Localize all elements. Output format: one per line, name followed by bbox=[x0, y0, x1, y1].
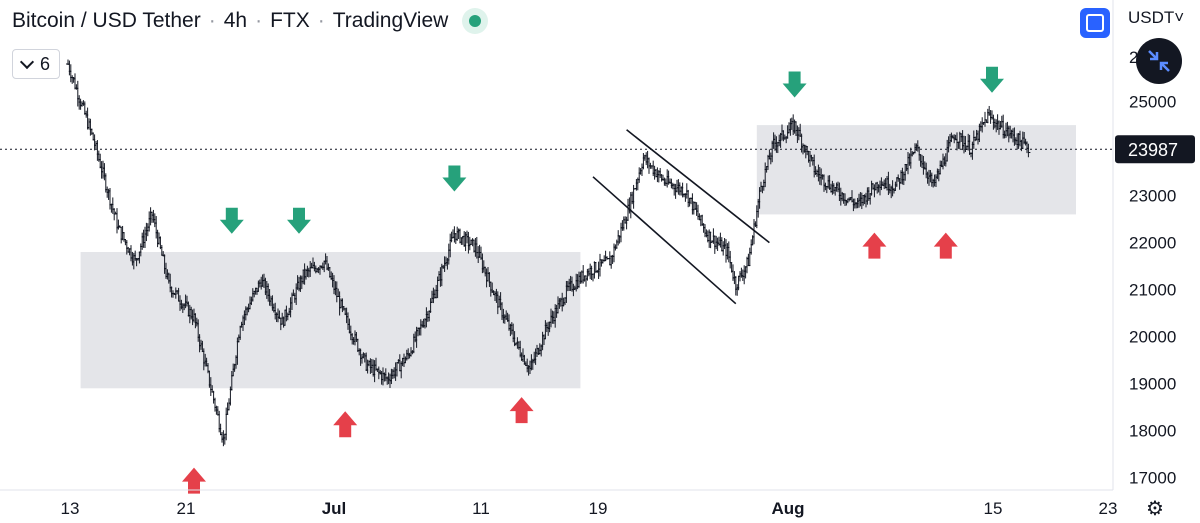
fullscreen-icon[interactable] bbox=[1080, 8, 1110, 38]
x-tick-label: 23 bbox=[1099, 499, 1118, 518]
separator: · bbox=[317, 9, 325, 32]
currency-label: USDT bbox=[1128, 8, 1175, 27]
range-zone bbox=[756, 125, 1076, 215]
down-arrow-icon bbox=[219, 207, 244, 234]
separator: · bbox=[208, 9, 216, 32]
y-tick-label: 20000 bbox=[1129, 328, 1176, 347]
x-tick-label: 15 bbox=[984, 499, 1003, 518]
range-zone bbox=[80, 252, 581, 389]
gear-icon[interactable]: ⚙ bbox=[1146, 498, 1164, 520]
price-tag-bg bbox=[1115, 135, 1195, 164]
up-arrow-icon bbox=[933, 232, 958, 259]
y-tick-label: 23000 bbox=[1129, 187, 1176, 206]
y-tick-label: 19000 bbox=[1129, 375, 1176, 394]
y-tick-label: 17000 bbox=[1129, 469, 1176, 488]
data-source: TradingView bbox=[332, 9, 449, 32]
indicators-count: 6 bbox=[39, 53, 50, 74]
chevron-down-icon: ˅ bbox=[1174, 8, 1185, 27]
x-tick-label: 11 bbox=[472, 499, 490, 518]
collapse-arrows-icon[interactable] bbox=[1136, 38, 1182, 84]
down-arrow-icon bbox=[442, 165, 467, 192]
down-arrow-icon bbox=[287, 207, 311, 234]
y-tick-label: 21000 bbox=[1129, 281, 1176, 300]
y-tick-label: 18000 bbox=[1129, 422, 1176, 441]
price-tag-value: 23987 bbox=[1128, 140, 1178, 160]
live-status-icon bbox=[462, 8, 489, 34]
up-arrow-icon bbox=[182, 467, 206, 494]
x-axis: 13 21 Jul 11 19 Aug 15 23 bbox=[61, 499, 1118, 518]
indicators-toggle-button[interactable]: 6 bbox=[12, 49, 60, 79]
up-arrow-icon bbox=[509, 397, 534, 424]
interval[interactable]: 4h bbox=[223, 9, 248, 32]
currency-selector[interactable]: USDT˅ bbox=[1128, 8, 1184, 28]
y-tick-label: 22000 bbox=[1129, 234, 1176, 253]
chart-header: Bitcoin / USD Tether · 4h · FTX · Tradin… bbox=[12, 8, 489, 34]
x-tick-label: Aug bbox=[771, 499, 804, 518]
y-axis: 1700018000190002000021000220002300024000… bbox=[1129, 48, 1176, 488]
down-arrow-icon bbox=[782, 71, 807, 98]
x-tick-label: 19 bbox=[589, 499, 608, 518]
x-tick-label: 13 bbox=[61, 499, 80, 518]
separator: · bbox=[255, 9, 263, 32]
channel-line-upper[interactable] bbox=[626, 129, 770, 244]
chevron-down-icon bbox=[19, 54, 35, 69]
exchange: FTX bbox=[270, 9, 310, 32]
x-tick-label: Jul bbox=[322, 499, 347, 518]
y-tick-label: 2 bbox=[1129, 48, 1138, 67]
symbol-name[interactable]: Bitcoin / USD Tether bbox=[12, 9, 201, 32]
down-arrow-icon bbox=[980, 66, 1004, 93]
up-arrow-icon bbox=[333, 411, 358, 438]
y-tick-label: 25000 bbox=[1129, 93, 1176, 112]
channel-line-lower[interactable] bbox=[592, 176, 737, 305]
current-price-label: 23987 bbox=[1115, 135, 1195, 164]
up-arrow-icon bbox=[862, 232, 887, 259]
x-tick-label: 21 bbox=[177, 499, 196, 518]
